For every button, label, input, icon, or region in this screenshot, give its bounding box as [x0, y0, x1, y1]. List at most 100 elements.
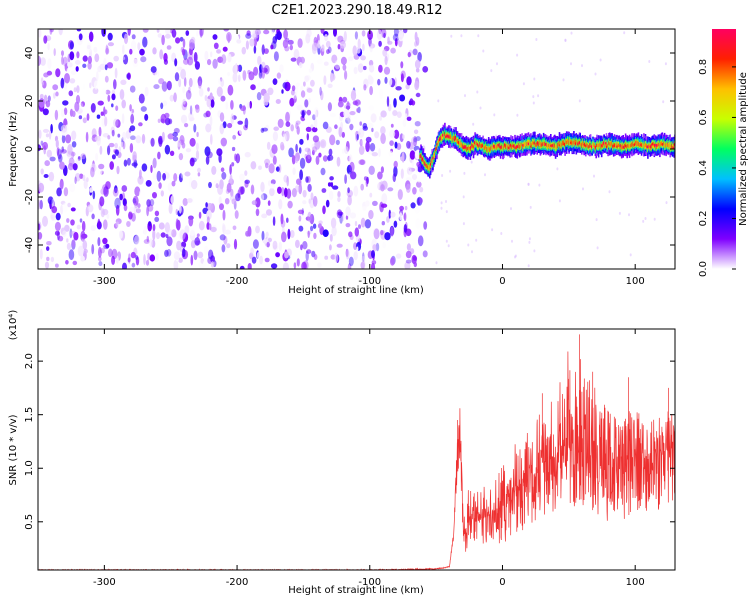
noise-blob: [599, 58, 602, 62]
noise-blob: [403, 224, 408, 233]
noise-blob: [371, 152, 378, 157]
noise-blob: [253, 66, 259, 76]
noise-blob: [475, 238, 478, 242]
noise-blob: [197, 167, 201, 173]
noise-blob: [368, 64, 375, 73]
noise-blob: [76, 151, 80, 158]
signal-cell: [478, 144, 480, 148]
noise-blob: [249, 38, 255, 47]
noise-blob: [350, 171, 357, 180]
noise-blob: [91, 213, 95, 220]
signal-cell: [518, 143, 520, 149]
noise-blob: [98, 261, 103, 267]
noise-blob: [311, 250, 316, 258]
noise-blob: [369, 142, 376, 152]
noise-blob: [411, 159, 415, 168]
noise-blob: [126, 157, 131, 166]
noise-blob: [248, 71, 255, 81]
noise-blob: [360, 261, 365, 269]
noise-blob: [405, 250, 412, 259]
noise-blob: [90, 167, 95, 178]
noise-blob: [287, 200, 293, 209]
noise-blob: [51, 216, 57, 221]
noise-blob: [245, 33, 252, 39]
noise-blob: [329, 190, 334, 200]
noise-blob: [261, 44, 265, 55]
noise-blob: [664, 62, 667, 66]
noise-blob: [115, 218, 122, 225]
noise-blob: [269, 183, 276, 189]
noise-blob: [233, 238, 238, 250]
noise-blob: [390, 123, 394, 128]
noise-blob: [327, 102, 332, 112]
noise-blob: [160, 113, 167, 124]
noise-blob: [240, 105, 246, 112]
noise-blob: [355, 246, 359, 252]
noise-blob: [403, 29, 408, 34]
noise-blob: [158, 135, 163, 145]
noise-blob: [389, 129, 396, 138]
noise-blob: [131, 262, 136, 268]
noise-blob: [39, 93, 44, 100]
noise-blob: [271, 29, 276, 33]
noise-blob: [59, 161, 65, 170]
noise-blob: [219, 203, 224, 211]
noise-blob: [341, 212, 345, 222]
noise-blob: [511, 239, 513, 243]
noise-blob: [258, 70, 263, 79]
noise-blob: [281, 187, 285, 197]
noise-blob: [42, 80, 47, 89]
noise-blob: [119, 230, 123, 239]
noise-blob: [413, 137, 417, 143]
noise-blob: [108, 142, 115, 148]
noise-blob: [176, 240, 182, 251]
noise-blob: [184, 123, 189, 128]
noise-blob: [358, 176, 364, 186]
noise-blob: [104, 116, 108, 127]
noise-blob: [129, 48, 133, 55]
noise-blob: [322, 229, 329, 237]
noise-blob: [197, 172, 201, 177]
noise-blob: [251, 200, 257, 206]
noise-blob: [280, 141, 285, 151]
noise-blob: [593, 174, 595, 178]
noise-blob: [206, 151, 213, 159]
noise-blob: [180, 114, 188, 124]
noise-blob: [244, 151, 251, 158]
noise-blob: [357, 104, 362, 114]
noise-blob: [49, 156, 56, 162]
noise-blob: [244, 117, 249, 129]
noise-blob: [329, 176, 334, 181]
noise-blob: [357, 106, 361, 114]
noise-blob: [69, 51, 75, 61]
noise-blob: [277, 118, 284, 128]
noise-blob: [322, 155, 328, 162]
noise-blob: [440, 201, 443, 205]
noise-blob: [328, 148, 333, 156]
noise-blob: [230, 100, 234, 110]
noise-blob: [152, 224, 156, 231]
colorbar: 0.0 0.2 0.4 0.6 0.8 Normalized spectral ampl…: [698, 29, 749, 277]
noise-blob: [261, 67, 266, 79]
noise-blob: [160, 190, 164, 197]
noise-blob: [354, 227, 359, 237]
noise-blob: [301, 261, 307, 269]
noise-blob: [132, 151, 137, 161]
noise-blob: [357, 63, 364, 73]
noise-blob: [244, 179, 250, 184]
noise-blob: [472, 122, 475, 126]
noise-blob: [91, 128, 97, 139]
noise-blob: [111, 129, 115, 137]
colorbar-tick-label: 0.2: [698, 211, 709, 227]
noise-blob: [387, 77, 393, 87]
noise-blob: [74, 101, 80, 112]
noise-blob: [50, 123, 53, 134]
noise-blob: [65, 260, 69, 265]
noise-blob: [189, 105, 193, 115]
noise-blob: [268, 163, 275, 174]
noise-blob: [278, 164, 282, 173]
noise-blob: [181, 142, 186, 149]
noise-blob: [111, 154, 116, 160]
noise-blob: [98, 246, 102, 258]
noise-blob: [140, 106, 147, 112]
